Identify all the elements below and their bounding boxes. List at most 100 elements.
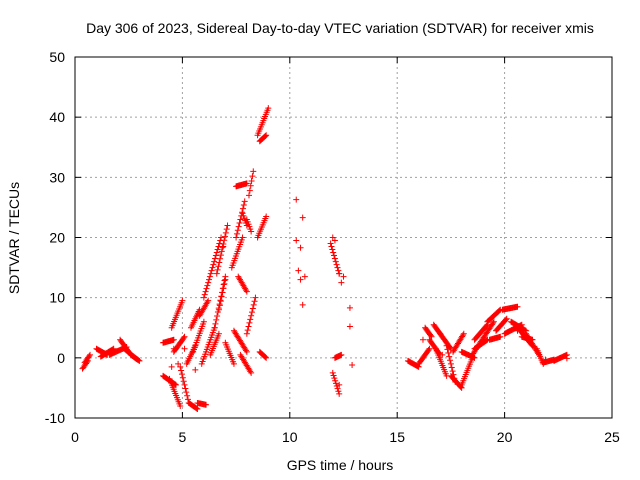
data-point [248,312,255,319]
data-point [338,279,345,286]
data-point [295,267,302,274]
data-point [329,369,336,376]
data-point [181,345,188,352]
y-tick-label: 40 [49,109,65,125]
data-point [329,234,336,241]
data-point [216,259,223,266]
data-point [297,244,304,251]
data-point [170,336,177,343]
data-point [192,366,199,373]
data-point [233,234,240,241]
data-point [330,372,337,379]
data-point [209,264,216,271]
data-point [246,187,253,194]
chart-title: Day 306 of 2023, Sidereal Day-to-day VTE… [86,20,594,36]
data-point [182,385,189,392]
y-tick-label: 20 [49,230,65,246]
data-point [194,405,201,412]
data-point [184,392,191,399]
data-point [331,252,338,259]
x-tick-label: 10 [282,429,298,445]
data-point [447,357,454,364]
data-point [211,324,218,331]
data-point [262,354,269,361]
data-point [265,105,272,112]
data-point [175,360,182,367]
y-axis-label: SDTVAR / TECUs [6,182,22,294]
data-point [215,263,222,270]
data-point [331,375,338,382]
data-point [184,396,191,403]
data-point [203,401,210,408]
data-point [243,288,250,295]
data-point [213,316,220,323]
data-point [239,234,246,241]
data-point [293,237,300,244]
data-point [243,180,250,187]
data-point [428,333,435,340]
y-tick-label: -10 [45,410,65,426]
data-point [200,294,207,301]
data-point [212,255,219,262]
data-point [249,173,256,180]
data-point [563,355,570,362]
data-point [217,252,224,259]
data-point [248,228,255,235]
data-point [514,327,521,334]
data-point [217,298,224,305]
data-point [181,381,188,388]
data-point [247,182,254,189]
data-point [212,320,219,327]
data-point [542,356,549,363]
data-point [251,298,258,305]
data-point [249,305,256,312]
data-point [439,351,446,358]
data-point [222,276,229,283]
data-point [293,196,300,203]
data-point [250,301,257,308]
data-point [235,223,242,230]
x-tick-label: 20 [497,429,513,445]
data-point [206,276,213,283]
data-point [224,222,231,229]
x-axis-label: GPS time / hours [287,457,394,473]
data-point [299,214,306,221]
data-point [236,220,243,227]
data-point [262,132,269,139]
data-point [221,280,228,287]
data-point [242,347,249,354]
data-point [193,405,200,412]
data-point [522,327,529,334]
data-point [219,289,226,296]
data-point [331,255,338,262]
data-point [223,226,230,233]
data-point [346,323,353,330]
data-point [215,330,222,337]
data-point [460,330,467,337]
data-point [263,132,270,139]
data-point [230,360,237,367]
data-point [179,374,186,381]
data-point [425,346,432,353]
data-point [248,309,255,316]
data-point [214,246,221,253]
data-point [332,258,339,265]
data-point [237,216,244,223]
data-point [332,377,339,384]
y-tick-label: 10 [49,290,65,306]
data-point [216,302,223,309]
tick-labels: 0 5 10 15 20 25 -10 0 10 20 30 40 50 [45,49,620,445]
data-point [447,360,454,367]
data-points [79,105,570,412]
data-point [426,345,433,352]
data-point [483,322,490,329]
data-point [245,192,252,199]
data-point [221,237,228,244]
data-point [514,303,521,310]
data-point [215,306,222,313]
data-point [86,353,93,360]
data-point [170,345,177,352]
data-point [263,213,270,220]
x-tick-label: 0 [71,429,79,445]
